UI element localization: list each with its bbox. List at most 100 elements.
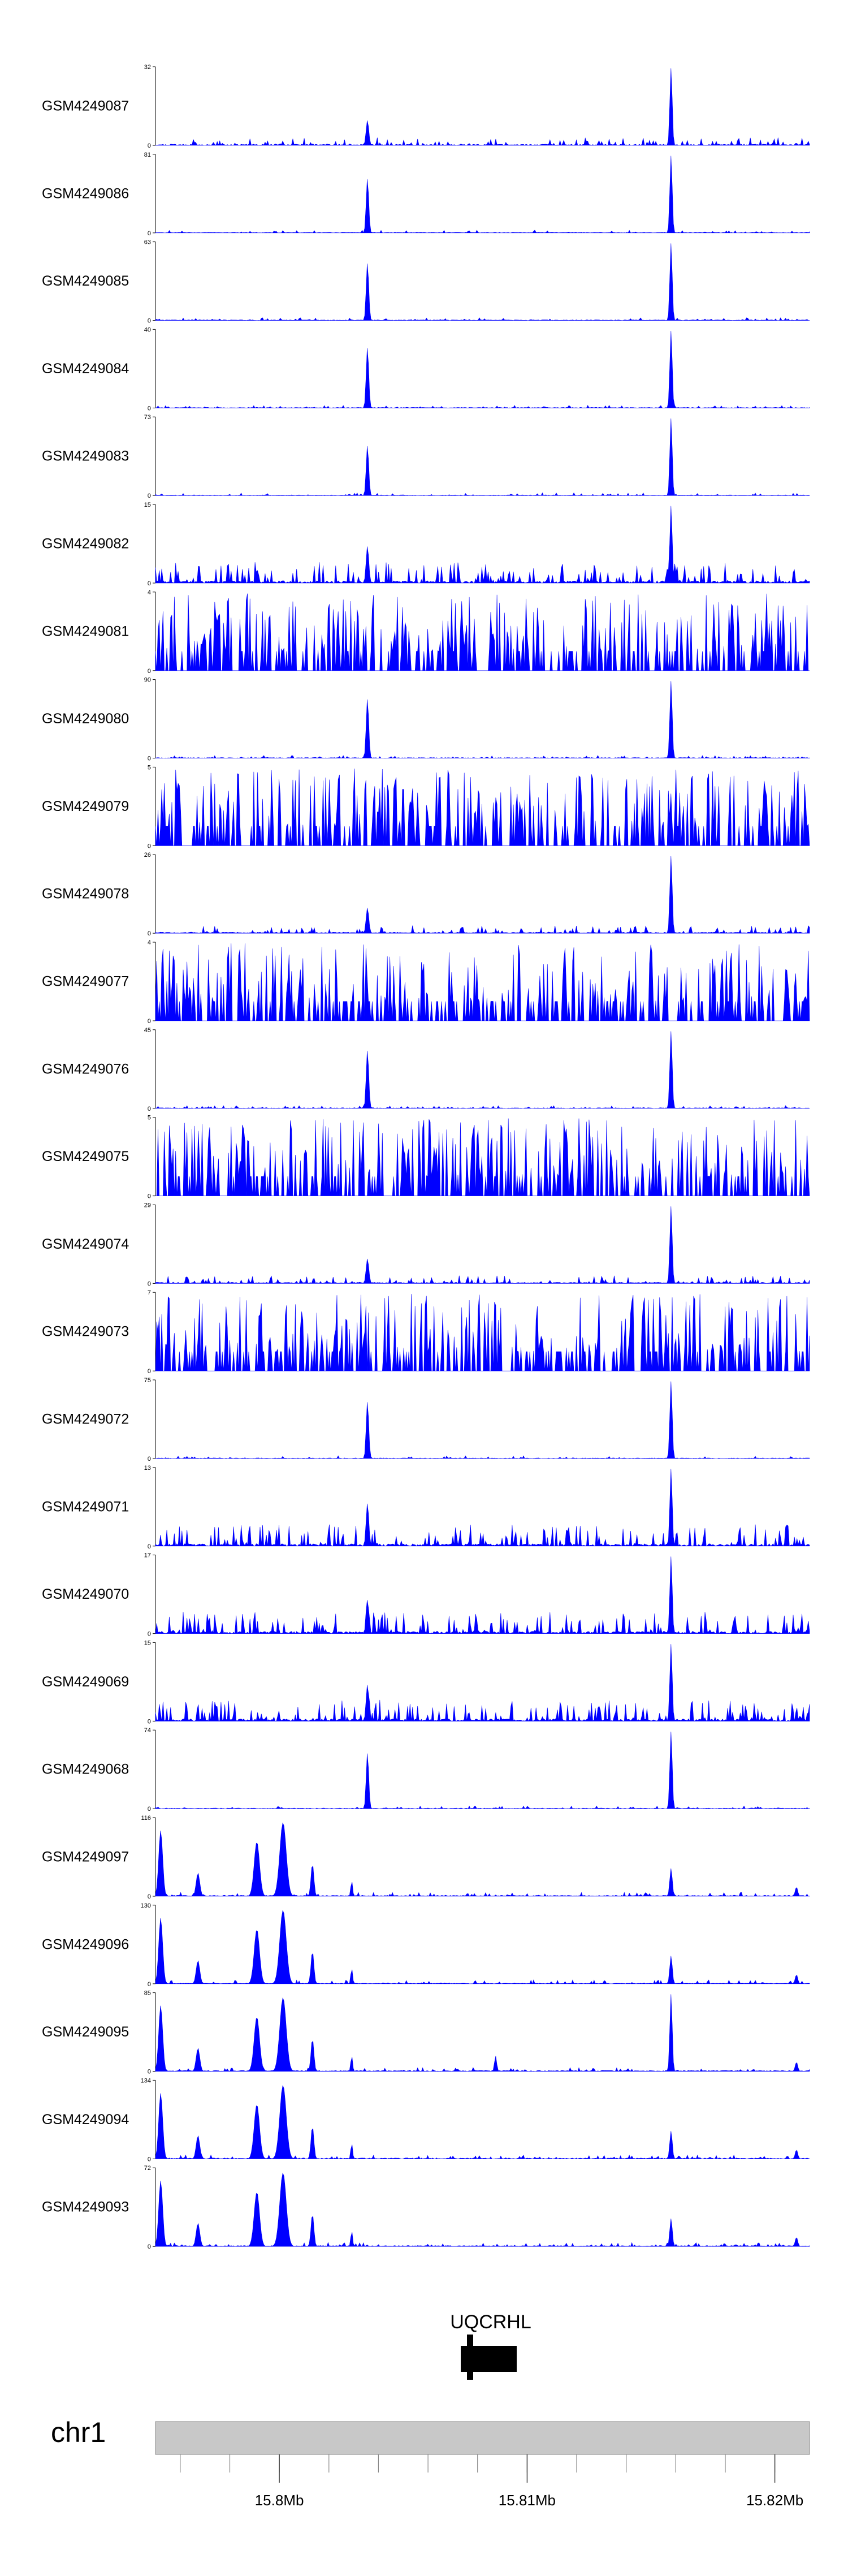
track-GSM4249069: GSM4249069 15 0: [42, 1639, 810, 1725]
track-ymin-label: 0: [148, 405, 151, 412]
gene-annotation: UQCRHL: [450, 2311, 531, 2380]
track-ymin-label: 0: [148, 2156, 151, 2163]
track-label: GSM4249081: [42, 623, 129, 639]
track-ymin-label: 0: [148, 318, 151, 325]
axis-tick-label: 15.82Mb: [746, 2492, 803, 2509]
track-GSM4249081: GSM4249081 4 0: [42, 589, 810, 675]
coverage-area: [155, 769, 810, 846]
track-ymax-label: 134: [141, 2077, 151, 2084]
track-label: GSM4249071: [42, 1499, 129, 1514]
genome-axis: chr1 15.8Mb 15.81Mb 15.82Mb: [51, 2417, 810, 2509]
track-GSM4249083: GSM4249083 73 0: [42, 414, 810, 499]
gene-tss-bar: [467, 2335, 473, 2380]
track-GSM4249085: GSM4249085 63 0: [42, 239, 810, 325]
track-label: GSM4249079: [42, 799, 129, 814]
track-ymin-label: 0: [148, 930, 151, 937]
track-label: GSM4249086: [42, 185, 129, 201]
coverage-area: [155, 506, 810, 584]
track-GSM4249077: GSM4249077 4 0: [42, 939, 810, 1025]
coverage-area: [155, 1731, 810, 1809]
coverage-area: [155, 1994, 810, 2072]
track-ymax-label: 130: [141, 1902, 151, 1909]
track-label: GSM4249074: [42, 1236, 129, 1252]
track-label: GSM4249076: [42, 1061, 129, 1077]
track-GSM4249080: GSM4249080 90 0: [42, 677, 810, 762]
track-GSM4249093: GSM4249093 72 0: [42, 2165, 810, 2250]
track-ymin-label: 0: [148, 1718, 151, 1725]
track-GSM4249096: GSM4249096 130 0: [42, 1902, 810, 1988]
chrom-label: chr1: [51, 2417, 106, 2448]
chromosome-band: [155, 2421, 810, 2455]
tracks-layer: GSM4249087320GSM4249086810GSM4249085630G…: [42, 64, 810, 2250]
track-label: GSM4249069: [42, 1674, 129, 1690]
track-label: GSM4249095: [42, 2024, 129, 2040]
coverage-area: [155, 418, 810, 496]
track-label: GSM4249094: [42, 2112, 129, 2128]
track-GSM4249087: GSM4249087 32 0: [42, 64, 810, 149]
track-ymin-label: 0: [148, 1280, 151, 1287]
coverage-area: [155, 68, 810, 146]
track-label: GSM4249082: [42, 536, 129, 552]
track-label: GSM4249084: [42, 361, 129, 377]
track-label: GSM4249085: [42, 273, 129, 289]
coverage-area: [155, 1822, 810, 1897]
track-GSM4249078: GSM4249078 26 0: [42, 852, 810, 937]
track-ymax-label: 40: [144, 326, 151, 333]
coverage-area: [155, 856, 810, 934]
coverage-area: [155, 1031, 810, 1109]
coverage-area: [155, 943, 810, 1021]
coverage-area: [155, 593, 810, 671]
track-ymax-label: 73: [144, 414, 151, 421]
track-ymin-label: 0: [148, 1543, 151, 1550]
track-ymax-label: 63: [144, 239, 151, 246]
track-label: GSM4249080: [42, 711, 129, 727]
track-GSM4249076: GSM4249076 45 0: [42, 1027, 810, 1112]
track-ymax-label: 5: [148, 764, 151, 771]
track-GSM4249075: GSM4249075 5 0: [42, 1115, 810, 1200]
track-ymax-label: 26: [144, 852, 151, 858]
track-ymax-label: 13: [144, 1465, 151, 1472]
track-ymin-label: 0: [148, 1456, 151, 1462]
track-label: GSM4249078: [42, 886, 129, 902]
track-ymax-label: 81: [144, 152, 151, 158]
coverage-area: [155, 1469, 810, 1547]
track-ymin-label: 0: [148, 2069, 151, 2076]
track-ymin-label: 0: [148, 843, 151, 849]
coverage-area: [155, 1644, 810, 1722]
track-GSM4249074: GSM4249074 29 0: [42, 1202, 810, 1287]
track-label: GSM4249087: [42, 98, 129, 114]
track-label: GSM4249068: [42, 1762, 129, 1777]
track-ymax-label: 75: [144, 1377, 151, 1384]
track-ymin-label: 0: [148, 1018, 151, 1025]
track-GSM4249073: GSM4249073 7 0: [42, 1289, 810, 1375]
track-ymax-label: 15: [144, 1639, 151, 1646]
track-ymin-label: 0: [148, 1981, 151, 1988]
track-ymin-label: 0: [148, 580, 151, 587]
track-GSM4249084: GSM4249084 40 0: [42, 326, 810, 412]
gene-label: UQCRHL: [450, 2311, 531, 2333]
track-GSM4249071: GSM4249071 13 0: [42, 1465, 810, 1550]
track-label: GSM4249073: [42, 1324, 129, 1340]
axis-tick-label: 15.8Mb: [255, 2492, 304, 2509]
track-label: GSM4249070: [42, 1586, 129, 1602]
track-ymin-label: 0: [148, 1193, 151, 1200]
track-label: GSM4249077: [42, 974, 129, 990]
track-ymax-label: 72: [144, 2165, 151, 2172]
track-ymax-label: 85: [144, 1990, 151, 1997]
track-ymax-label: 17: [144, 1552, 151, 1559]
track-ymin-label: 0: [148, 1893, 151, 1900]
track-ymax-label: 5: [148, 1115, 151, 1121]
track-GSM4249068: GSM4249068 74 0: [42, 1727, 810, 1813]
track-ymin-label: 0: [148, 493, 151, 499]
track-ymax-label: 29: [144, 1202, 151, 1209]
track-GSM4249095: GSM4249095 85 0: [42, 1990, 810, 2076]
track-ymin-label: 0: [148, 1368, 151, 1375]
track-ymin-label: 0: [148, 668, 151, 675]
track-label: GSM4249075: [42, 1149, 129, 1164]
coverage-area: [155, 681, 810, 759]
track-ymax-label: 4: [148, 589, 151, 596]
track-ymax-label: 116: [141, 1815, 151, 1822]
track-GSM4249086: GSM4249086 81 0: [42, 152, 810, 237]
track-label: GSM4249097: [42, 1849, 129, 1865]
